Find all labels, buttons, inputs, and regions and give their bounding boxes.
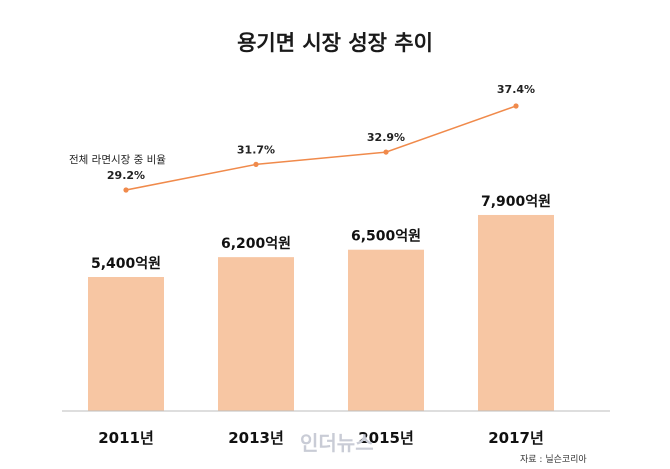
line-series-label: 전체 라면시장 중 비율 bbox=[69, 154, 166, 166]
bar-2013년 bbox=[218, 257, 294, 411]
bar-value-label: 6,200억원 bbox=[221, 236, 291, 252]
ratio-point bbox=[513, 103, 519, 109]
bar-2017년 bbox=[478, 214, 554, 411]
ratio-point bbox=[253, 161, 259, 167]
bar-value-label: 7,900억원 bbox=[481, 194, 551, 210]
x-tick-label: 2017년 bbox=[488, 429, 544, 447]
ratio-value-label: 29.2% bbox=[107, 169, 145, 182]
labels-group: 5,400억원 2011년 6,200억원 2013년 6,500억원 2015년 7,90… bbox=[91, 83, 551, 447]
x-tick-label: 2011년 bbox=[98, 429, 154, 447]
ratio-value-label: 32.9% bbox=[367, 131, 405, 144]
ratio-value-label: 37.4% bbox=[497, 83, 535, 96]
bar-2015년 bbox=[348, 249, 424, 411]
bars-group bbox=[88, 214, 554, 411]
ratio-line bbox=[125, 105, 517, 191]
ratio-line-group bbox=[123, 103, 519, 193]
watermark-text: 인더뉴스 bbox=[300, 431, 374, 455]
x-tick-label: 2015년 bbox=[358, 429, 414, 447]
bar-2011년 bbox=[88, 277, 164, 411]
x-tick-label: 2013년 bbox=[228, 429, 284, 447]
ratio-value-label: 31.7% bbox=[237, 143, 275, 156]
ratio-point bbox=[383, 149, 389, 155]
bar-value-label: 6,500억원 bbox=[351, 229, 421, 245]
ratio-point bbox=[123, 187, 129, 193]
source-note: 자료 : 닐슨코리아 bbox=[520, 454, 587, 465]
bar-value-label: 5,400억원 bbox=[91, 256, 161, 272]
chart-title: 용기면 시장 성장 추이 bbox=[237, 31, 433, 55]
